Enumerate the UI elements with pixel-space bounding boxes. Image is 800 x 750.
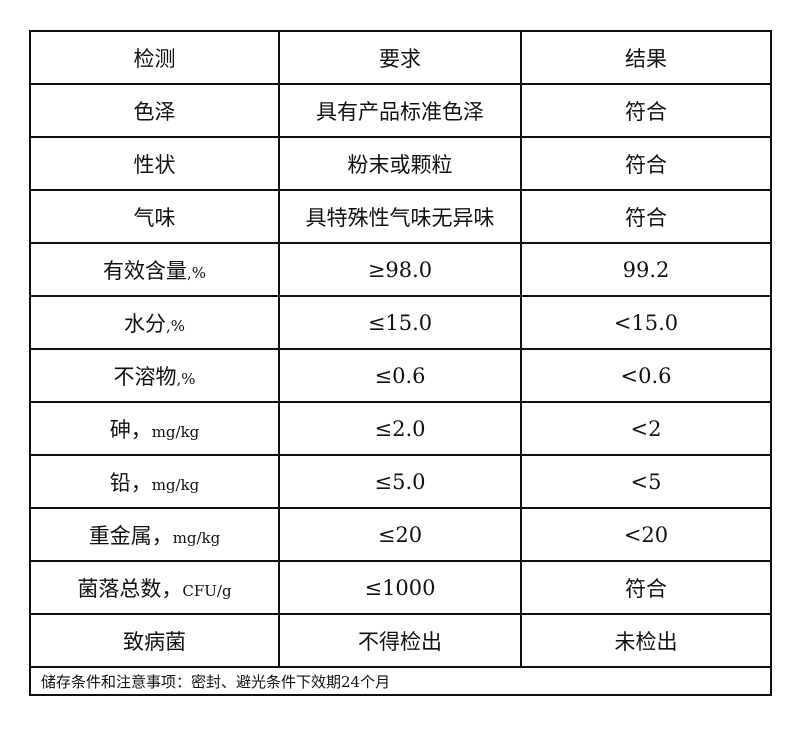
storage-note: 储存条件和注意事项：密封、避光条件下效期24个月 <box>29 666 772 696</box>
item-name: 重金属， <box>88 523 173 548</box>
item-cell: 水分,% <box>29 295 280 350</box>
result-cell: 未检出 <box>520 613 772 668</box>
footer-row: 储存条件和注意事项：密封、避光条件下效期24个月 <box>29 666 772 696</box>
result-cell: <20 <box>520 507 772 562</box>
table-row: 砷，mg/kg ≤2.0 <2 <box>29 401 772 456</box>
item-unit: ,% <box>165 316 186 335</box>
requirement-cell: ≤1000 <box>278 560 522 615</box>
item-unit: mg/kg <box>151 475 200 494</box>
item-name: 铅， <box>109 470 152 495</box>
item-unit: CFU/g <box>182 581 232 600</box>
item-name: 气味 <box>133 205 176 230</box>
requirement-cell: ≤15.0 <box>278 295 522 350</box>
item-unit: mg/kg <box>151 422 200 441</box>
item-cell: 菌落总数，CFU/g <box>29 560 280 615</box>
header-row: 检测 要求 结果 <box>29 30 772 85</box>
table-row: 水分,% ≤15.0 <15.0 <box>29 295 772 350</box>
item-name: 不溶物 <box>113 364 177 389</box>
item-cell: 致病菌 <box>29 613 280 668</box>
table-row: 致病菌 不得检出 未检出 <box>29 613 772 668</box>
item-unit: mg/kg <box>172 528 221 547</box>
item-name: 有效含量 <box>102 258 187 283</box>
inspection-table: 检测 要求 结果 色泽 具有产品标准色泽 符合 性状 粉末或颗粒 符合 气味 具特殊性气味无异… <box>29 30 772 696</box>
requirement-cell: ≤0.6 <box>278 348 522 403</box>
table-row: 不溶物,% ≤0.6 <0.6 <box>29 348 772 403</box>
item-cell: 砷，mg/kg <box>29 401 280 456</box>
table-row: 色泽 具有产品标准色泽 符合 <box>29 83 772 138</box>
item-name: 色泽 <box>133 99 176 124</box>
header-result: 结果 <box>520 30 772 85</box>
result-cell: 符合 <box>520 83 772 138</box>
result-cell: <0.6 <box>520 348 772 403</box>
requirement-cell: 具有产品标准色泽 <box>278 83 522 138</box>
item-cell: 铅，mg/kg <box>29 454 280 509</box>
result-cell: 99.2 <box>520 242 772 297</box>
requirement-cell: 粉末或颗粒 <box>278 136 522 191</box>
result-cell: <5 <box>520 454 772 509</box>
item-cell: 色泽 <box>29 83 280 138</box>
table-row: 铅，mg/kg ≤5.0 <5 <box>29 454 772 509</box>
item-cell: 气味 <box>29 189 280 244</box>
item-cell: 不溶物,% <box>29 348 280 403</box>
table-row: 有效含量,% ≥98.0 99.2 <box>29 242 772 297</box>
table-row: 菌落总数，CFU/g ≤1000 符合 <box>29 560 772 615</box>
result-cell: 符合 <box>520 136 772 191</box>
item-name: 菌落总数， <box>77 576 183 601</box>
table-row: 气味 具特殊性气味无异味 符合 <box>29 189 772 244</box>
result-cell: <2 <box>520 401 772 456</box>
requirement-cell: ≤2.0 <box>278 401 522 456</box>
result-cell: 符合 <box>520 189 772 244</box>
item-cell: 有效含量,% <box>29 242 280 297</box>
requirement-cell: ≥98.0 <box>278 242 522 297</box>
result-cell: 符合 <box>520 560 772 615</box>
item-name: 水分 <box>123 311 166 336</box>
item-cell: 性状 <box>29 136 280 191</box>
table-row: 重金属，mg/kg ≤20 <20 <box>29 507 772 562</box>
item-name: 性状 <box>133 152 176 177</box>
requirement-cell: ≤20 <box>278 507 522 562</box>
item-unit: ,% <box>186 263 207 282</box>
table-row: 性状 粉末或颗粒 符合 <box>29 136 772 191</box>
requirement-cell: 具特殊性气味无异味 <box>278 189 522 244</box>
header-item: 检测 <box>29 30 280 85</box>
item-unit: ,% <box>176 369 196 388</box>
item-name: 砷， <box>109 417 152 442</box>
result-cell: <15.0 <box>520 295 772 350</box>
requirement-cell: ≤5.0 <box>278 454 522 509</box>
item-name: 致病菌 <box>123 629 186 654</box>
requirement-cell: 不得检出 <box>278 613 522 668</box>
header-requirement: 要求 <box>278 30 522 85</box>
item-cell: 重金属，mg/kg <box>29 507 280 562</box>
